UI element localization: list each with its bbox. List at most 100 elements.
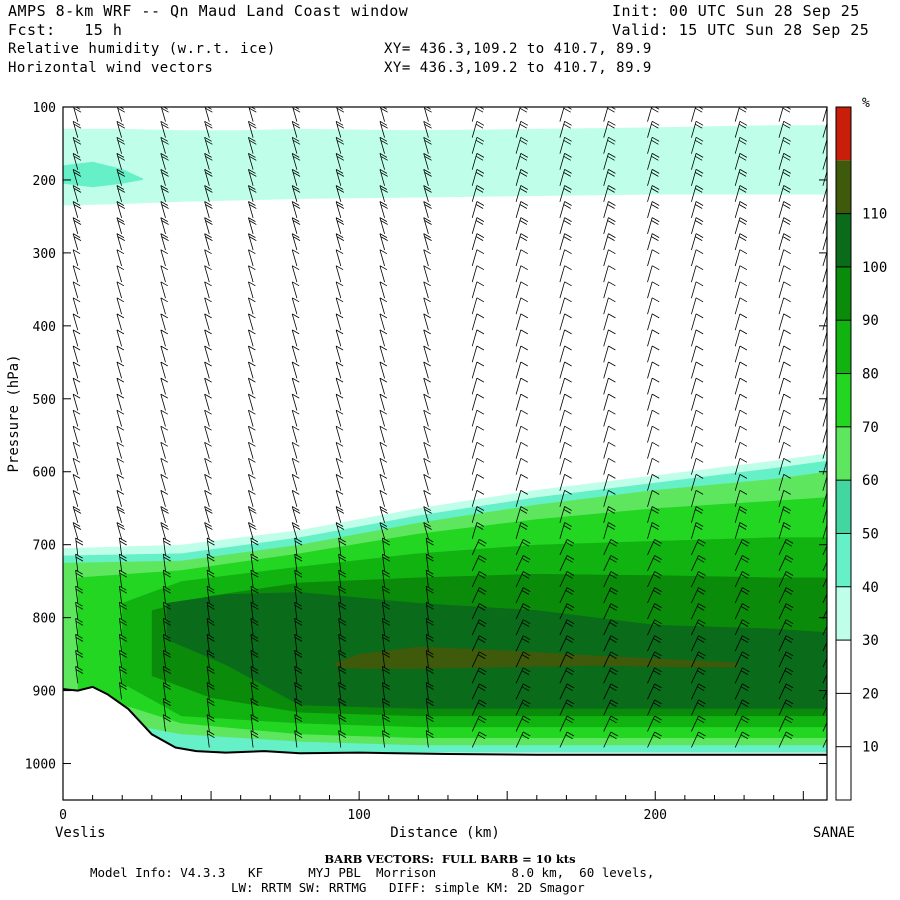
wind-barb xyxy=(379,249,388,267)
wind-barb xyxy=(515,297,528,315)
wind-barb xyxy=(471,555,487,572)
colorbar-label: 100 xyxy=(862,260,887,276)
wind-barb xyxy=(515,265,528,283)
wind-barb xyxy=(778,571,794,588)
wind-barb xyxy=(248,361,256,379)
wind-barb xyxy=(515,185,528,202)
wind-barb xyxy=(248,233,257,251)
wind-barb xyxy=(559,603,575,620)
wind-barb xyxy=(423,361,431,379)
wind-barb xyxy=(119,650,127,668)
wind-barb xyxy=(603,715,618,732)
wind-barb xyxy=(160,201,169,219)
wind-barb xyxy=(734,539,750,556)
wind-barb xyxy=(822,410,827,427)
wind-barb xyxy=(691,667,706,684)
colorbar-label: 20 xyxy=(862,686,879,702)
wind-barb xyxy=(691,169,704,186)
model-info: Model Info: V4.3.3 KF MYJ PBL Morrison 8… xyxy=(90,865,655,880)
wind-barb xyxy=(379,490,388,507)
wind-barb xyxy=(647,490,660,507)
wind-barb xyxy=(423,201,432,219)
wind-barb xyxy=(204,265,212,283)
wind-barb xyxy=(515,635,531,652)
wind-barb xyxy=(204,409,212,427)
wind-barb xyxy=(471,249,485,267)
wind-barb xyxy=(160,457,168,475)
wind-barb xyxy=(691,201,704,219)
wind-barb xyxy=(379,441,388,459)
wind-barb xyxy=(425,682,434,700)
wind-barb xyxy=(471,522,485,539)
wind-barb xyxy=(160,393,168,411)
wind-barb xyxy=(647,457,660,475)
wind-barb xyxy=(647,571,662,588)
wind-barb xyxy=(559,571,575,588)
wind-barb xyxy=(338,650,347,668)
wind-barb xyxy=(335,153,345,170)
wind-barb xyxy=(471,457,485,475)
wind-barb xyxy=(603,409,616,427)
x-start-label: Veslis xyxy=(55,825,106,841)
wind-barb xyxy=(338,585,347,604)
wind-barb xyxy=(603,297,616,315)
barb-legend: BARB VECTORS: FULL BARB = 10 kts xyxy=(324,852,576,866)
y-tick-label: 1000 xyxy=(25,758,56,773)
wind-barb xyxy=(291,441,300,459)
wind-barb xyxy=(778,297,791,315)
wind-barb xyxy=(72,217,82,235)
wind-barb xyxy=(515,345,528,363)
wind-barb xyxy=(425,553,434,571)
wind-barb xyxy=(778,555,794,572)
wind-barb xyxy=(647,281,660,299)
wind-barb xyxy=(291,522,301,539)
wind-barb xyxy=(559,297,572,315)
wind-barb xyxy=(734,603,750,620)
wind-barb xyxy=(72,329,81,347)
wind-barb xyxy=(335,233,345,251)
wind-barb xyxy=(778,619,794,636)
wind-barb xyxy=(559,393,572,411)
wind-barb xyxy=(294,537,303,555)
wind-barb xyxy=(119,601,127,620)
y-tick-label: 100 xyxy=(33,101,56,116)
wind-barb xyxy=(471,441,485,459)
wind-barb xyxy=(559,667,575,684)
wind-barb xyxy=(822,378,827,395)
wind-barb xyxy=(204,136,213,154)
wind-barb xyxy=(204,107,213,122)
y-tick-label: 700 xyxy=(33,539,56,554)
wind-barb xyxy=(204,522,213,539)
colorbar-label: 90 xyxy=(862,313,879,329)
wind-barb xyxy=(603,281,616,299)
wind-barb xyxy=(116,281,125,299)
wind-barb xyxy=(734,297,748,315)
wind-barb xyxy=(379,345,388,363)
wind-barb xyxy=(160,377,168,395)
wind-barb xyxy=(515,313,528,331)
wind-barb xyxy=(471,715,487,732)
wind-barb xyxy=(822,266,827,283)
wind-barb xyxy=(379,313,388,331)
wind-barb xyxy=(291,409,300,427)
wind-barb xyxy=(734,201,748,219)
wind-barb xyxy=(423,297,431,315)
wind-barb xyxy=(335,490,344,507)
wind-barb xyxy=(291,345,300,363)
wind-barb xyxy=(734,329,748,347)
wind-barb xyxy=(778,313,791,331)
wind-barb xyxy=(248,136,257,154)
wind-barb xyxy=(515,361,528,379)
wind-barb xyxy=(647,651,662,668)
wind-barb xyxy=(291,329,300,347)
wind-barb xyxy=(250,714,259,732)
wind-barb xyxy=(471,136,485,154)
wind-barb xyxy=(822,426,827,443)
wind-barb xyxy=(248,201,257,219)
wind-barb xyxy=(647,169,660,186)
wind-barb xyxy=(423,265,431,283)
wind-barb xyxy=(204,490,212,507)
wind-barb xyxy=(603,217,616,235)
wind-barb xyxy=(206,617,215,636)
wind-barb xyxy=(603,457,616,475)
